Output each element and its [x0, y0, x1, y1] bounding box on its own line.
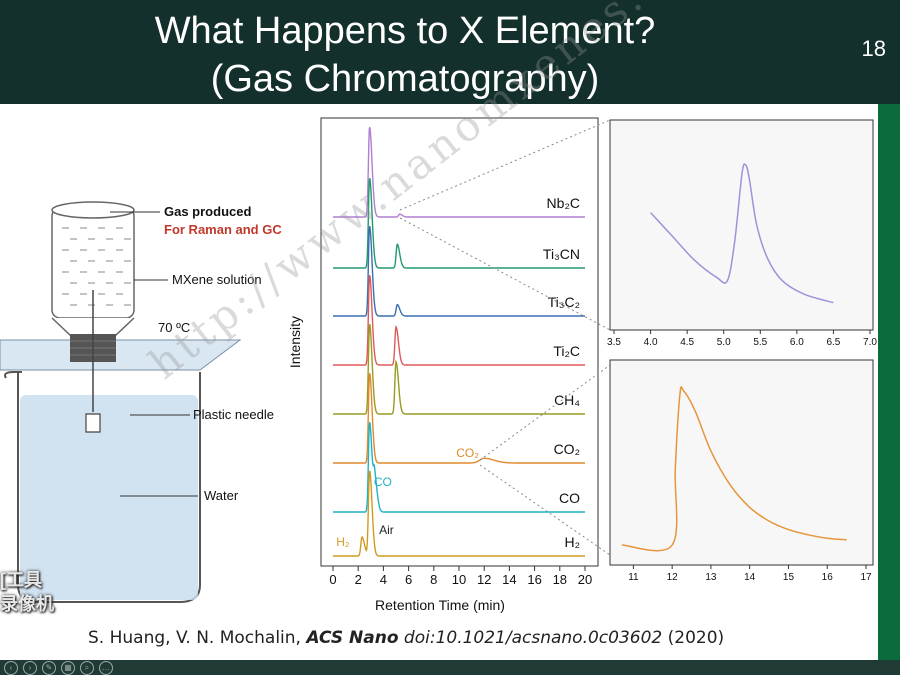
citation-year: (2020) [662, 628, 725, 648]
label-temperature: 70 ºC [158, 320, 190, 335]
solution-dashes [62, 227, 131, 306]
peak-annotation-2: H₂ [336, 535, 350, 549]
shelf-plane [0, 339, 242, 371]
series-label-1: Ti₃CN [543, 246, 580, 262]
citation-doi: doi:10.1021/acsnano.0c03602 [403, 628, 663, 648]
recorder-line2: 录像机 [0, 594, 54, 614]
inset1-frame [609, 119, 874, 331]
inset1-tick-label-0: 3.5 [607, 337, 621, 348]
gc-chromatogram: Nb₂C Ti₃CN Ti₃C₂ Ti₂C CH₄ CO₂ CO H₂ 0 2 4 6 8 10 12 14… [287, 117, 599, 613]
x-tick-label-6: 12 [477, 572, 491, 587]
slide-menu-button[interactable]: ▦ [61, 661, 75, 675]
more-options-button[interactable]: … [99, 661, 113, 675]
inset2-tick-label-1: 12 [667, 572, 679, 583]
label-for-raman-gc: For Raman and GC [164, 222, 282, 237]
label-mxene-solution: MXene solution [172, 272, 262, 287]
inset1-trace [650, 163, 834, 304]
series-label-4: CH₄ [554, 392, 580, 408]
citation: S. Huang, V. N. Mochalin, ACS Nano doi:1… [88, 628, 724, 648]
x-tick-label-4: 8 [430, 572, 437, 587]
inset1-tick-label-6: 6.5 [826, 337, 840, 348]
series-label-0: Nb₂C [547, 195, 580, 211]
label-plastic-needle: Plastic needle [193, 407, 274, 422]
beaker [17, 372, 201, 603]
peak-annotation-3: Air [379, 523, 394, 537]
inset1-tick-label-1: 4.0 [644, 337, 658, 348]
series-label-6: CO [559, 490, 580, 506]
zoom-connectors [399, 119, 611, 556]
trace-6 [333, 422, 585, 513]
inset1-tick-label-5: 6.0 [790, 337, 804, 348]
citation-authors: S. Huang, V. N. Mochalin, [88, 628, 307, 648]
inset1-tick-label-2: 4.5 [680, 337, 694, 348]
prev-slide-button[interactable]: ‹ [4, 661, 18, 675]
needle-tip [85, 413, 101, 433]
inset2-tick-label-5: 16 [822, 572, 834, 583]
x-tick-label-7: 14 [502, 572, 516, 587]
x-tick-label-3: 6 [405, 572, 412, 587]
slide-number: 18 [861, 36, 886, 61]
series-label-7: H₂ [564, 534, 580, 550]
inset2-tick-label-3: 14 [744, 572, 756, 583]
inset2-tick-label-0: 11 [628, 572, 639, 583]
trace-5 [333, 373, 585, 464]
trace-3 [333, 275, 585, 366]
slide-side-bar [878, 104, 900, 660]
x-tick-label-8: 16 [527, 572, 541, 587]
next-slide-button[interactable]: › [23, 661, 37, 675]
trace-0 [333, 127, 585, 218]
slide-title-line1: What Happens to X Element? [154, 10, 656, 52]
water-fill [20, 395, 198, 600]
experiment-schematic: Gas produced For Raman and GC MXene solu… [0, 201, 282, 603]
label-gas-produced: Gas produced [164, 204, 251, 219]
inset1-tick-label-7: 7.0 [863, 337, 877, 348]
label-water: Water [204, 488, 239, 503]
slide-header: What Happens to X Element? (Gas Chromato… [0, 0, 900, 104]
inset-chart-1: 3.5 4.0 4.5 5.0 5.5 6.0 6.5 7.0 [607, 119, 877, 348]
series-label-5: CO₂ [554, 441, 580, 457]
series-label-2: Ti₃C₂ [548, 294, 580, 310]
inset1-tick-label-4: 5.5 [753, 337, 767, 348]
series-label-3: Ti₂C [553, 343, 580, 359]
slide-title-line2: (Gas Chromatography) [210, 58, 600, 100]
inset2-tick-label-6: 17 [860, 572, 872, 583]
peak-annotation-0: CO₂ [456, 446, 479, 460]
zoom-button[interactable]: ⌕ [80, 661, 94, 675]
peak-annotation-1: CO [374, 475, 392, 489]
inset2-tick-label-2: 13 [705, 572, 717, 583]
y-axis-label: Intensity [287, 316, 303, 368]
x-tick-label-10: 20 [578, 572, 592, 587]
x-tick-label-1: 2 [355, 572, 362, 587]
x-tick-label-2: 4 [380, 572, 387, 587]
citation-journal: ACS Nano [306, 628, 399, 648]
trace-2 [333, 226, 585, 317]
inset-chart-2: 11 12 13 14 15 16 17 [609, 359, 874, 583]
slideshow-controls: ‹ › ✎ ▦ ⌕ … [4, 661, 113, 675]
x-tick-label-5: 10 [452, 572, 466, 587]
x-tick-label-9: 18 [553, 572, 567, 587]
screen-recorder-overlay: [工具 录像机 [0, 568, 60, 616]
slideshow-footer [0, 660, 900, 675]
recorder-line1: [工具 [0, 570, 42, 590]
trace-7 [333, 470, 585, 557]
inset2-frame [609, 359, 874, 566]
inset1-tick-label-3: 5.0 [717, 337, 731, 348]
bottle-top [51, 201, 135, 219]
trace-1 [333, 178, 585, 269]
beaker-lip [4, 371, 22, 379]
x-tick-label-0: 0 [329, 572, 336, 587]
trace-4 [333, 324, 585, 415]
pen-tool-button[interactable]: ✎ [42, 661, 56, 675]
x-axis-label: Retention Time (min) [375, 597, 505, 613]
inset2-trace [621, 386, 847, 552]
inset2-tick-label-4: 15 [783, 572, 795, 583]
